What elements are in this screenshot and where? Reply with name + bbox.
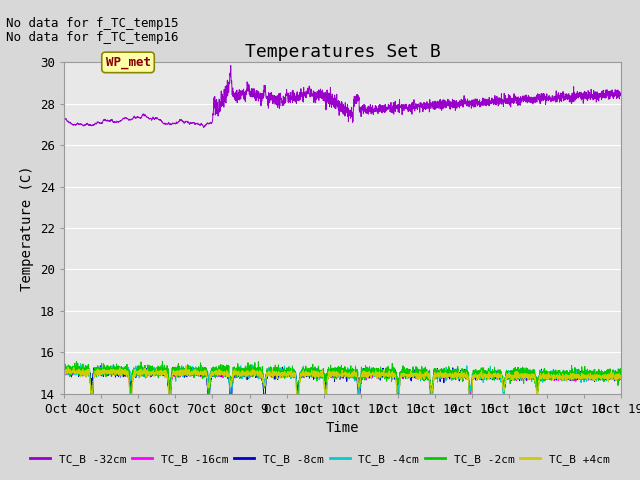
TC_B -32cm <box>227 63 235 69</box>
X-axis label: Time: Time <box>326 421 359 435</box>
TC_B -32cm <box>200 124 207 130</box>
TC_B -8cm <box>467 410 474 416</box>
TC_B -4cm <box>227 402 235 408</box>
TC_B +4cm <box>274 372 282 377</box>
TC_B -8cm <box>617 372 625 378</box>
TC_B -8cm <box>60 367 68 372</box>
TC_B -2cm <box>547 372 554 377</box>
TC_B +4cm <box>182 363 190 369</box>
TC_B +4cm <box>298 372 306 377</box>
TC_B -16cm <box>274 373 282 379</box>
Line: TC_B -2cm: TC_B -2cm <box>64 361 621 413</box>
Line: TC_B -16cm: TC_B -16cm <box>64 367 621 412</box>
TC_B +4cm <box>617 375 625 381</box>
TC_B -16cm <box>60 368 68 373</box>
TC_B +4cm <box>606 374 614 380</box>
TC_B -8cm <box>606 376 614 382</box>
Text: No data for f_TC_temp16: No data for f_TC_temp16 <box>6 31 179 44</box>
TC_B -16cm <box>547 376 554 382</box>
TC_B -16cm <box>124 371 132 377</box>
TC_B -32cm <box>617 93 625 98</box>
TC_B -4cm <box>606 372 614 377</box>
TC_B -4cm <box>60 367 68 372</box>
TC_B -8cm <box>547 372 554 377</box>
TC_B -4cm <box>124 371 132 376</box>
TC_B -8cm <box>274 377 282 383</box>
TC_B -16cm <box>606 374 614 380</box>
Y-axis label: Temperature (C): Temperature (C) <box>20 165 35 291</box>
TC_B -32cm <box>124 116 131 121</box>
TC_B -2cm <box>60 372 68 377</box>
Legend: TC_B -32cm, TC_B -16cm, TC_B -8cm, TC_B -4cm, TC_B -2cm, TC_B +4cm: TC_B -32cm, TC_B -16cm, TC_B -8cm, TC_B … <box>26 450 614 469</box>
TC_B -2cm <box>606 375 614 381</box>
TC_B -16cm <box>77 364 84 370</box>
TC_B -2cm <box>617 371 625 376</box>
Line: TC_B +4cm: TC_B +4cm <box>64 366 621 413</box>
TC_B +4cm <box>547 375 554 381</box>
TC_B -2cm <box>298 369 306 375</box>
TC_B -2cm <box>159 358 166 364</box>
TC_B -32cm <box>298 91 306 96</box>
Text: WP_met: WP_met <box>106 56 150 69</box>
TC_B -2cm <box>274 368 282 373</box>
TC_B -16cm <box>617 374 625 380</box>
TC_B -4cm <box>547 369 554 375</box>
Line: TC_B -4cm: TC_B -4cm <box>64 364 621 405</box>
TC_B -4cm <box>77 361 84 367</box>
TC_B -32cm <box>547 96 554 101</box>
TC_B -8cm <box>124 367 131 373</box>
Line: TC_B -32cm: TC_B -32cm <box>64 66 621 127</box>
TC_B -32cm <box>274 100 282 106</box>
TC_B -8cm <box>298 370 306 376</box>
TC_B -2cm <box>124 368 131 373</box>
TC_B -32cm <box>606 92 614 97</box>
TC_B +4cm <box>60 367 68 373</box>
TC_B -4cm <box>157 368 164 373</box>
TC_B -32cm <box>157 118 164 123</box>
TC_B +4cm <box>157 372 164 378</box>
TC_B -16cm <box>157 369 164 374</box>
TC_B -2cm <box>467 410 475 416</box>
TC_B -4cm <box>298 369 306 374</box>
TC_B -16cm <box>298 375 306 381</box>
TC_B -4cm <box>617 373 625 379</box>
TC_B -2cm <box>157 372 164 378</box>
TC_B +4cm <box>124 372 131 377</box>
Text: No data for f_TC_temp15: No data for f_TC_temp15 <box>6 17 179 30</box>
Title: Temperatures Set B: Temperatures Set B <box>244 43 440 61</box>
TC_B -4cm <box>274 369 282 375</box>
TC_B +4cm <box>294 410 301 416</box>
TC_B -32cm <box>60 117 68 123</box>
Line: TC_B -8cm: TC_B -8cm <box>64 365 621 413</box>
TC_B -8cm <box>197 362 205 368</box>
TC_B -8cm <box>157 367 164 373</box>
TC_B -16cm <box>428 409 435 415</box>
